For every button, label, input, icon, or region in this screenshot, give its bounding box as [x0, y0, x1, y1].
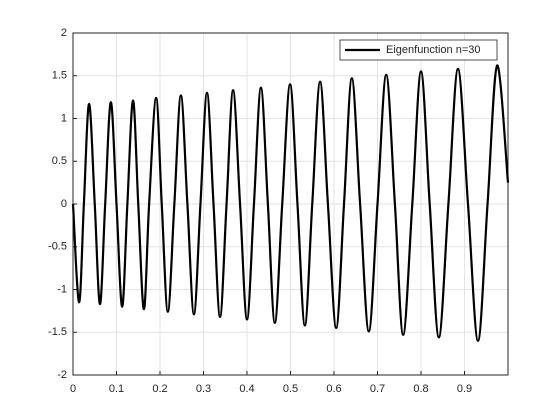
legend-label: Eigenfunction n=30	[386, 44, 481, 56]
x-tick-label: 0.8	[413, 383, 428, 395]
x-tick-label: 0	[70, 383, 76, 395]
y-tick-label: 1.5	[52, 70, 67, 82]
y-tick-label: 2	[61, 27, 67, 39]
x-tick-label: 0.9	[457, 383, 472, 395]
x-tick-label: 0.4	[239, 383, 254, 395]
y-tick-label: 0	[61, 198, 67, 210]
y-tick-label: -1	[57, 283, 67, 295]
y-tick-label: 1	[61, 112, 67, 124]
y-tick-label: -1.5	[48, 326, 67, 338]
x-tick-label: 0.7	[370, 383, 385, 395]
x-tick-label: 0.5	[283, 383, 298, 395]
x-tick-label: 0.6	[326, 383, 341, 395]
y-tick-label: 0.5	[52, 155, 67, 167]
line-series	[71, 64, 510, 342]
x-tick-label: 0.2	[152, 383, 167, 395]
y-tick-label: -2	[57, 369, 67, 381]
y-tick-label: -0.5	[48, 241, 67, 253]
x-tick-label: 0.3	[196, 383, 211, 395]
x-tick-label: 0.1	[109, 383, 124, 395]
legend-box	[339, 39, 498, 61]
